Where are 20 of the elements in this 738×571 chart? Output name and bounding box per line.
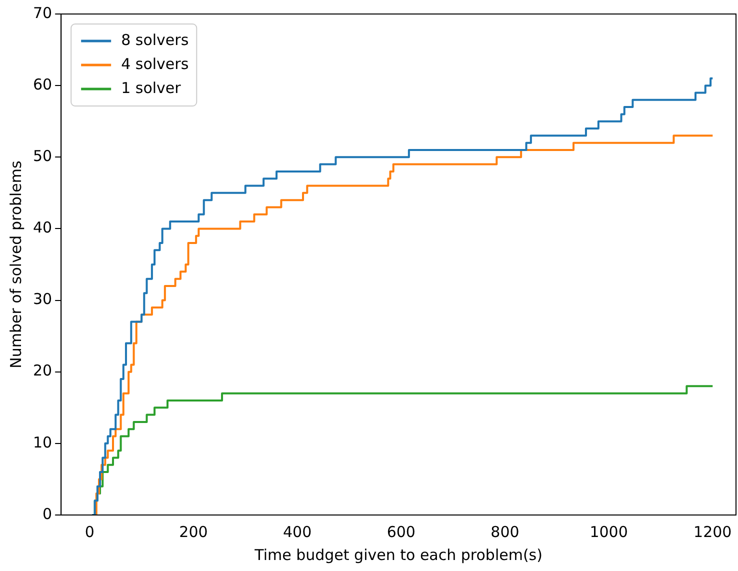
legend-label: 1 solver	[121, 78, 182, 97]
legend-label: 4 solvers	[121, 54, 189, 73]
y-tick-label: 60	[32, 75, 52, 94]
x-axis-title: Time budget given to each problem(s)	[254, 546, 542, 564]
y-tick-label: 0	[42, 504, 52, 523]
y-tick-label: 30	[32, 290, 52, 308]
y-tick-label: 70	[32, 4, 52, 22]
x-tick-label: 1000	[590, 522, 628, 541]
y-tick-label: 10	[32, 433, 52, 452]
x-tick-label: 400	[282, 522, 312, 541]
y-axis-title: Number of solved problems	[6, 160, 25, 368]
x-tick-label: 600	[386, 522, 416, 541]
y-tick-label: 50	[32, 147, 52, 166]
x-tick-label: 200	[179, 522, 208, 541]
x-tick-label: 1200	[694, 522, 732, 541]
y-tick-label: 40	[32, 218, 52, 237]
x-tick-label: 0	[84, 522, 94, 541]
legend-label: 8 solvers	[121, 30, 189, 49]
y-tick-label: 20	[32, 362, 52, 380]
x-tick-label: 800	[490, 522, 520, 541]
